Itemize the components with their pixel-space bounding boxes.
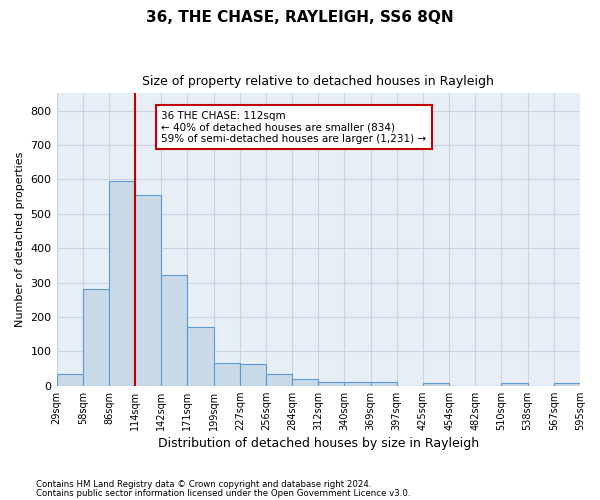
Bar bbox=[554, 383, 580, 386]
Bar bbox=[344, 382, 371, 386]
Text: 36, THE CHASE, RAYLEIGH, SS6 8QN: 36, THE CHASE, RAYLEIGH, SS6 8QN bbox=[146, 10, 454, 25]
Bar bbox=[240, 364, 266, 386]
Title: Size of property relative to detached houses in Rayleigh: Size of property relative to detached ho… bbox=[142, 75, 494, 88]
Bar bbox=[292, 379, 318, 386]
Bar bbox=[135, 196, 161, 386]
Text: Contains HM Land Registry data © Crown copyright and database right 2024.: Contains HM Land Registry data © Crown c… bbox=[36, 480, 371, 489]
Bar bbox=[187, 327, 214, 386]
Bar bbox=[318, 382, 344, 386]
Bar bbox=[56, 374, 83, 386]
X-axis label: Distribution of detached houses by size in Rayleigh: Distribution of detached houses by size … bbox=[158, 437, 479, 450]
Bar bbox=[266, 374, 292, 386]
Bar bbox=[502, 383, 527, 386]
Text: 36 THE CHASE: 112sqm
← 40% of detached houses are smaller (834)
59% of semi-deta: 36 THE CHASE: 112sqm ← 40% of detached h… bbox=[161, 110, 427, 144]
Bar bbox=[109, 181, 135, 386]
Text: Contains public sector information licensed under the Open Government Licence v3: Contains public sector information licen… bbox=[36, 488, 410, 498]
Y-axis label: Number of detached properties: Number of detached properties bbox=[15, 152, 25, 327]
Bar bbox=[214, 364, 240, 386]
Bar bbox=[371, 382, 397, 386]
Bar bbox=[423, 383, 449, 386]
Bar bbox=[161, 274, 187, 386]
Bar bbox=[83, 290, 109, 386]
